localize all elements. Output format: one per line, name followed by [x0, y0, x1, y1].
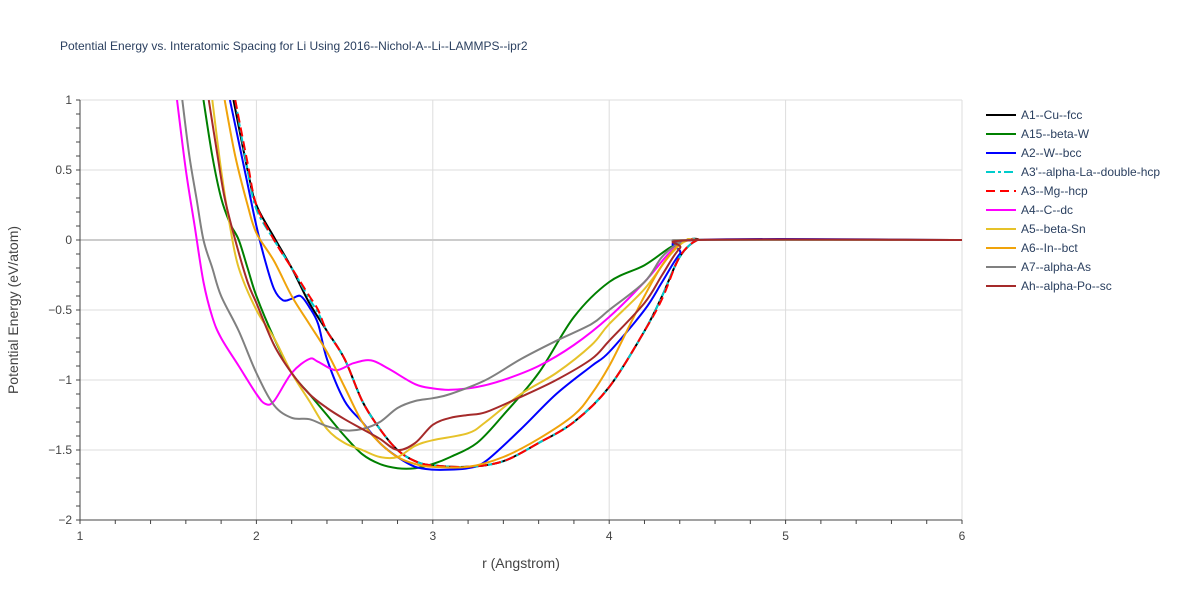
plot-area[interactable]	[176, 100, 962, 471]
legend-item-a3-alpha-la-double-hcp[interactable]: A3'--alpha-La--double-hcp	[986, 165, 1160, 179]
legend-label: A2--W--bcc	[1021, 146, 1081, 160]
series-line-a5-beta-sn[interactable]	[211, 100, 962, 460]
y-axis-title: Potential Energy (eV/atom)	[5, 226, 21, 394]
legend-label: A15--beta-W	[1021, 127, 1090, 141]
series-line-a3-mg-hcp[interactable]	[234, 100, 962, 469]
y-tick-label: −0.5	[48, 303, 72, 317]
x-tick-label: 5	[782, 529, 789, 543]
series-line-a4-c-dc[interactable]	[176, 100, 962, 406]
legend-label: A3--Mg--hcp	[1021, 184, 1088, 198]
series-line-a1-cu-fcc[interactable]	[232, 100, 962, 469]
legend-label: A4--C--dc	[1021, 203, 1073, 217]
legend-label: A1--Cu--fcc	[1021, 108, 1082, 122]
legend-item-ah-alpha-po-sc[interactable]: Ah--alpha-Po--sc	[986, 279, 1112, 293]
y-tick-label: −1.5	[48, 443, 72, 457]
y-tick-label: 1	[65, 93, 72, 107]
chart-title: Potential Energy vs. Interatomic Spacing…	[60, 39, 528, 53]
legend-label: A6--In--bct	[1021, 241, 1078, 255]
legend-label: Ah--alpha-Po--sc	[1021, 279, 1112, 293]
x-tick-label: 4	[606, 529, 613, 543]
y-tick-label: −2	[58, 513, 72, 527]
x-axis-title: r (Angstrom)	[482, 555, 560, 571]
legend-item-a7-alpha-as[interactable]: A7--alpha-As	[986, 260, 1091, 274]
legend-item-a3-mg-hcp[interactable]: A3--Mg--hcp	[986, 184, 1088, 198]
x-tick-label: 2	[253, 529, 260, 543]
y-tick-label: 0	[65, 233, 72, 247]
legend-item-a15-beta-w[interactable]: A15--beta-W	[986, 127, 1090, 141]
legend-label: A7--alpha-As	[1021, 260, 1091, 274]
legend-item-a5-beta-sn[interactable]: A5--beta-Sn	[986, 222, 1086, 236]
legend-item-a1-cu-fcc[interactable]: A1--Cu--fcc	[986, 108, 1082, 122]
legend-item-a6-in-bct[interactable]: A6--In--bct	[986, 241, 1078, 255]
series-line-a2-w-bcc[interactable]	[228, 100, 962, 471]
legend-label: A3'--alpha-La--double-hcp	[1021, 165, 1160, 179]
legend-label: A5--beta-Sn	[1021, 222, 1086, 236]
y-tick-label: 0.5	[55, 163, 72, 177]
legend-item-a4-c-dc[interactable]: A4--C--dc	[986, 203, 1073, 217]
grid	[80, 99, 963, 520]
x-tick-label: 3	[429, 529, 436, 543]
series-line-a6-in-bct[interactable]	[223, 100, 962, 469]
series-line-a15-beta-w[interactable]	[202, 100, 962, 470]
y-tick-label: −1	[58, 373, 72, 387]
legend[interactable]: A1--Cu--fcc A15--beta-W A2--W--bcc A3'--alp…	[986, 108, 1160, 293]
legend-item-a2-w-bcc[interactable]: A2--W--bcc	[986, 146, 1081, 160]
x-tick-label: 1	[77, 529, 84, 543]
axes: 1 2 3 4 5 6 −2 −1.5 −1 −0.5 0 0.5 1	[48, 93, 965, 543]
x-tick-label: 6	[959, 529, 966, 543]
series-line-a3-alpha-la-double-hcp[interactable]	[234, 100, 962, 469]
series-line-ah-alpha-po-sc[interactable]	[207, 100, 962, 452]
series-line-a7-alpha-as[interactable]	[181, 100, 962, 432]
